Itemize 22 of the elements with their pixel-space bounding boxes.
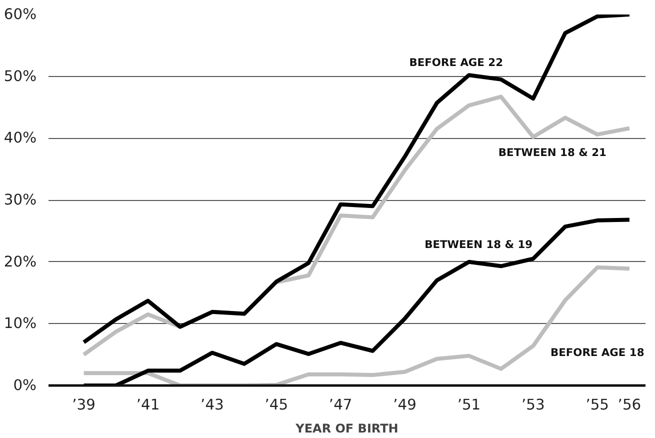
x-tick-label: ’47: [328, 396, 352, 414]
series-label: BETWEEN 18 & 21: [498, 146, 606, 159]
x-tick-label: ’45: [264, 396, 288, 414]
y-tick-label: 30%: [4, 192, 37, 208]
x-tick-label: ’51: [457, 396, 481, 414]
x-tick-label: ’53: [522, 396, 545, 414]
y-tick-label: 60%: [4, 6, 37, 23]
x-axis-title: YEAR OF BIRTH: [294, 422, 398, 436]
y-tick-label: 0%: [13, 377, 37, 394]
x-tick-label: ’41: [136, 396, 160, 414]
x-tick-label: ’39: [72, 396, 96, 414]
x-tick-label: ’55: [586, 396, 610, 414]
x-tick-label: ’49: [393, 396, 416, 414]
series-label: BEFORE AGE 22: [409, 56, 504, 70]
series-label: BEFORE AGE 18: [550, 346, 644, 360]
y-tick-label: 10%: [4, 315, 37, 332]
series-label: BETWEEN 18 & 19: [424, 238, 533, 252]
y-tick-label: 20%: [4, 253, 37, 270]
x-tick-label: ’56: [618, 396, 642, 414]
y-tick-label: 40%: [4, 130, 37, 147]
x-tick-label: ’43: [200, 396, 224, 414]
y-tick-label: 50%: [4, 68, 37, 85]
